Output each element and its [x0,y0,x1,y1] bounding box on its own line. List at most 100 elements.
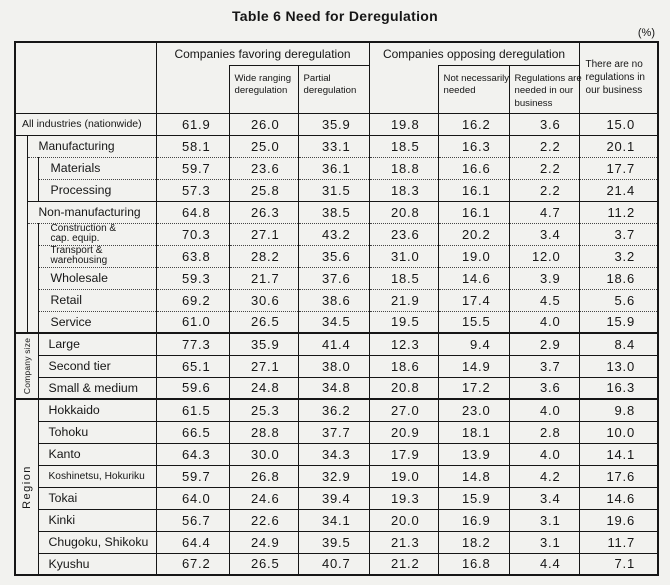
vertical-label-text: Region [20,465,33,509]
value-cell: 41.4 [297,332,370,355]
value-cell: 21.7 [228,266,298,289]
value-cell: 18.1 [437,420,510,443]
value-cell: 64.8 [155,200,229,223]
table-row: Processing 57.3 25.8 31.5 18.3 16.1 2.2 21.4 [15,178,659,201]
value-cell: 12.3 [368,332,439,355]
row-label: Second tier [37,354,156,377]
row-label: Koshinetsu, Hokuriku [37,464,156,487]
value-cell: 2.2 [508,156,580,179]
deregulation-table: Companies favoring deregulation Companie… [14,41,660,576]
value-cell: 15.9 [578,310,659,333]
value-cell: 59.7 [155,156,229,179]
value-cell: 69.2 [155,288,229,311]
value-cell: 20.8 [368,376,439,399]
table-row: Company size Large 77.3 35.9 41.4 12.3 9.4 2.9 8… [14,332,659,399]
value-cell: 24.9 [228,530,298,553]
row-label: Kyushu [37,552,156,575]
row-label: Tohoku [37,420,156,443]
value-cell: 40.7 [297,552,370,575]
value-cell: 2.8 [508,420,580,443]
value-cell: 3.2 [578,244,659,267]
table-row: Retail 69.2 30.6 38.6 21.9 17.4 4.5 5.6 [15,288,659,311]
value-cell: 37.7 [297,420,370,443]
value-cell: 35.9 [228,332,298,355]
value-cell: 2.2 [508,134,580,157]
value-cell: 58.1 [155,134,229,157]
value-cell: 3.4 [508,222,580,245]
value-cell: 16.1 [437,200,510,223]
value-cell: 4.0 [508,442,580,465]
value-cell: 22.6 [228,508,298,531]
value-cell: 15.0 [578,112,659,135]
value-cell: 77.3 [155,332,229,355]
table-row: Kanto 64.3 30.0 34.3 17.9 13.9 4.0 14.1 [15,442,659,465]
value-cell: 21.3 [368,530,439,553]
value-cell: 20.1 [578,134,659,157]
row-label: Wholesale [37,266,156,289]
value-cell: 26.5 [228,310,298,333]
table-row: Tohoku 66.5 28.8 37.7 20.9 18.1 2.8 10.0 [15,420,659,443]
value-cell: 25.3 [228,398,298,421]
value-cell: 16.8 [437,552,510,575]
table-row: Second tier 65.1 27.1 38.0 18.6 14.9 3.7 13.0 [15,354,659,377]
row-label: Retail [37,288,156,311]
regulations-needed-header: Regulations are needed in our business [508,64,582,113]
value-cell: 8.4 [578,332,659,355]
value-cell: 38.5 [297,200,370,223]
table-row: Tokai 64.0 24.6 39.4 19.3 15.9 3.4 14.6 [15,486,659,509]
value-cell: 19.6 [578,508,659,531]
value-cell: 21.4 [578,178,659,201]
table-row: Koshinetsu, Hokuriku 59.7 26.8 32.9 19.0 14.8… [15,464,659,487]
table-row: Chugoku, Shikoku 64.4 24.9 39.5 21.3 18.2 3.1 1… [15,530,659,553]
value-cell: 20.8 [368,200,439,223]
value-cell: 43.2 [297,222,370,245]
value-cell: 25.0 [228,134,298,157]
value-cell: 17.9 [368,442,439,465]
value-cell: 18.6 [368,354,439,377]
value-cell: 34.5 [297,310,370,333]
value-cell: 18.5 [368,134,439,157]
table-row: Kyushu 67.2 26.5 40.7 21.2 16.8 4.4 7.1 [15,552,659,575]
value-cell: 26.5 [228,552,298,575]
value-cell: 17.2 [437,376,510,399]
value-cell: 19.0 [437,244,510,267]
value-cell: 21.9 [368,288,439,311]
value-cell: 14.1 [578,442,659,465]
value-cell: 3.7 [578,222,659,245]
value-cell: 12.0 [508,244,580,267]
value-cell: 65.1 [155,354,229,377]
value-cell: 61.0 [155,310,229,333]
value-cell: 13.0 [578,354,659,377]
value-cell: 39.5 [297,530,370,553]
value-cell: 64.0 [155,486,229,509]
value-cell: 23.6 [228,156,298,179]
row-label: Kanto [37,442,156,465]
value-cell: 36.2 [297,398,370,421]
value-cell: 30.0 [228,442,298,465]
value-cell: 59.3 [155,266,229,289]
row-label: Large [37,332,156,355]
value-cell: 18.8 [368,156,439,179]
value-cell: 17.6 [578,464,659,487]
row-label: Processing [37,178,156,201]
value-cell: 31.5 [297,178,370,201]
value-cell: 19.3 [368,486,439,509]
value-cell: 4.5 [508,288,580,311]
value-cell: 18.2 [437,530,510,553]
value-cell: 21.2 [368,552,439,575]
value-cell: 38.0 [297,354,370,377]
table-row: Non-manufacturing 64.8 26.3 38.5 20.8 16.1 4.7… [15,200,659,223]
corner-cell [15,42,156,113]
value-cell: 19.0 [368,464,439,487]
favoring-total-subcell [155,65,229,113]
table-row: Small & medium 59.6 24.8 34.8 20.8 17.2 3.6 16.… [15,376,659,399]
opposing-total-subcell [368,65,439,113]
value-cell: 59.7 [155,464,229,487]
value-cell: 18.5 [368,266,439,289]
value-cell: 26.0 [228,112,298,135]
table-body: All industries (nationwide) 61.9 26.0 35.9 1… [14,112,659,575]
value-cell: 16.9 [437,508,510,531]
no-regulations-header: There are no regulations in our business [578,42,659,113]
indent-strip [26,222,38,333]
value-cell: 23.0 [437,398,510,421]
